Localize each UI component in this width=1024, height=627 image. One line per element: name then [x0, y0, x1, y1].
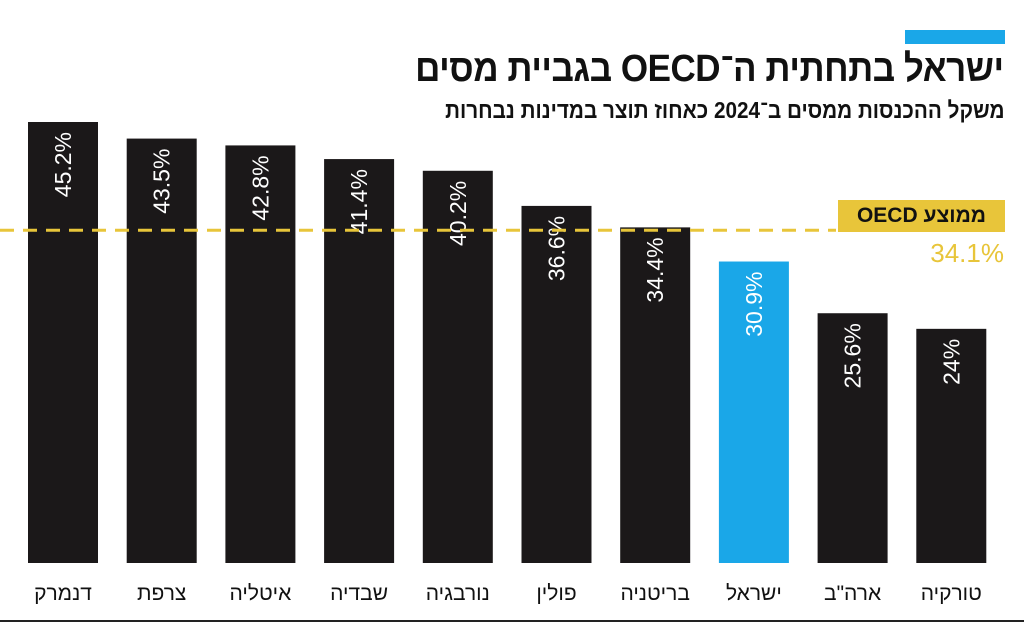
bar	[817, 313, 888, 563]
chart-title: ישראל בתחתית ה־OECD בגביית מסים	[415, 48, 1005, 90]
bar	[521, 205, 592, 563]
bar	[422, 170, 493, 563]
category-label: שבדיה	[330, 582, 388, 605]
bar	[126, 138, 197, 563]
category-label: נורבגיה	[426, 582, 490, 605]
data-label: 40.2%	[445, 181, 471, 246]
data-label: 41.4%	[346, 169, 372, 234]
bar	[620, 227, 691, 563]
bar	[718, 261, 789, 563]
bar	[916, 328, 987, 563]
data-label: 43.5%	[149, 149, 175, 214]
data-label: 25.6%	[840, 323, 866, 388]
category-label: פולין	[536, 582, 576, 605]
data-label: 45.2%	[50, 132, 76, 197]
category-label: צרפת	[137, 582, 186, 605]
category-label: בריטניה	[620, 582, 689, 605]
category-label: דנמרק	[34, 582, 92, 605]
data-label: 24%	[938, 339, 964, 385]
data-label: 30.9%	[741, 272, 767, 337]
bar	[28, 122, 98, 563]
category-label: איטליה	[229, 582, 291, 605]
category-label: ישראל	[726, 582, 782, 605]
chart-subtitle: משקל ההכנסות ממסים ב־2024 כאחוז תוצר במד…	[444, 97, 1004, 123]
accent-bar	[905, 30, 1005, 44]
average-value-label: 34.1%	[930, 238, 1004, 268]
data-label: 34.4%	[642, 237, 668, 302]
category-label: ארה"ב	[824, 582, 881, 605]
bar	[225, 145, 296, 563]
bar	[324, 159, 395, 563]
category-label: טורקיה	[921, 582, 982, 605]
data-label: 42.8%	[247, 155, 273, 220]
average-legend-label: ממוצע OECD	[838, 200, 1005, 232]
data-label: 36.6%	[544, 216, 570, 281]
